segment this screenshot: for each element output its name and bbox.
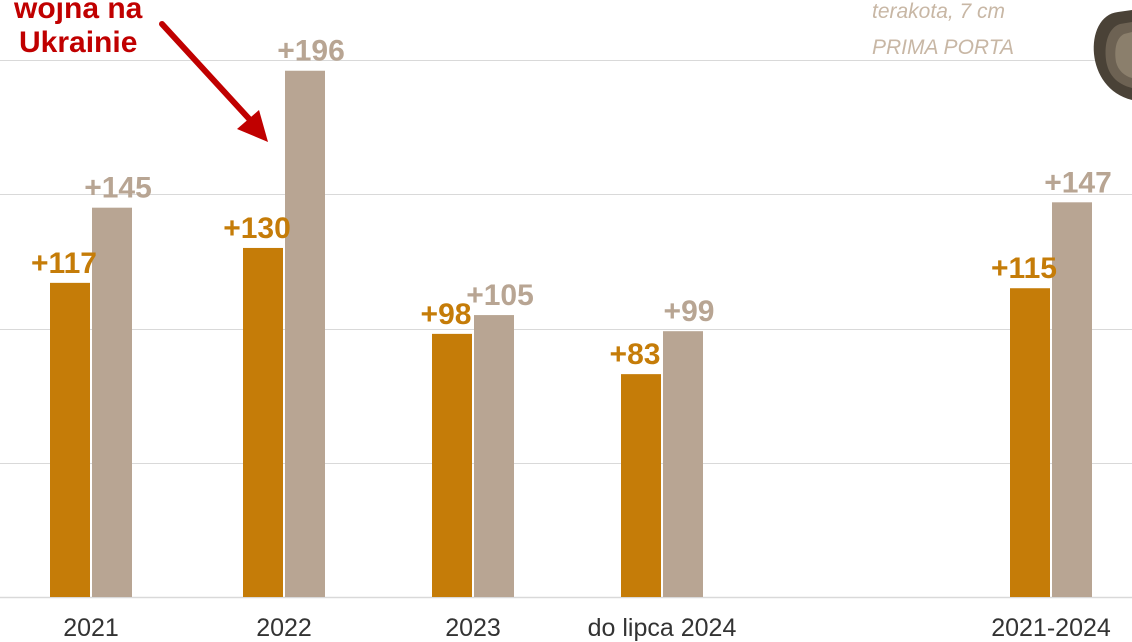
data-label: +196 — [277, 35, 345, 68]
annotation-line-1: wojna na — [14, 0, 143, 25]
bar-series-1-0 — [50, 282, 90, 597]
data-label: +130 — [223, 212, 291, 245]
data-labels: +117 +130 +98 +83 +115 +145 +196 +105 +99 +147 — [31, 35, 1112, 371]
war-annotation: wojna na Ukrainie — [14, 0, 142, 60]
bars — [50, 70, 1092, 598]
bar-series-1-4 — [1010, 288, 1050, 597]
data-label: +117 — [31, 247, 97, 280]
data-label: +147 — [1044, 166, 1112, 199]
data-label: +98 — [421, 298, 472, 331]
x-tick-label: 2023 — [445, 614, 501, 642]
artifact-caption: terakota, 7 cm PRIMA PORTA — [872, 0, 1014, 66]
data-label: +105 — [466, 279, 534, 312]
x-tick-label: 2022 — [256, 614, 312, 642]
bar-series-2-4 — [1052, 202, 1092, 597]
data-label: +99 — [664, 295, 715, 328]
bar-series-2-0 — [92, 207, 132, 598]
x-tick-label: 2021-2024 — [991, 614, 1111, 642]
data-label: +145 — [84, 172, 152, 205]
x-tick-label: 2021 — [63, 614, 119, 642]
artifact-photo — [1093, 10, 1132, 100]
bar-series-1-1 — [243, 247, 283, 597]
x-tick-label: do lipca 2024 — [588, 614, 737, 642]
gridlines — [0, 60, 1132, 599]
bar-series-1-2 — [432, 333, 472, 597]
caption-line-1: terakota, 7 cm — [872, 0, 1006, 23]
bar-series-1-3 — [621, 374, 661, 597]
bar-series-2-2 — [474, 315, 514, 597]
caption-line-2: PRIMA PORTA — [872, 36, 1014, 59]
bar-series-2-1 — [285, 70, 325, 598]
annotation-arrow — [159, 21, 268, 142]
x-tick-labels: 2021 2022 2023 do lipca 2024 2021-2024 — [63, 614, 1111, 642]
annotation-line-2: Ukrainie — [18, 26, 138, 59]
bar-series-2-3 — [663, 331, 703, 597]
data-label: +115 — [991, 252, 1057, 285]
data-label: +83 — [610, 338, 661, 371]
